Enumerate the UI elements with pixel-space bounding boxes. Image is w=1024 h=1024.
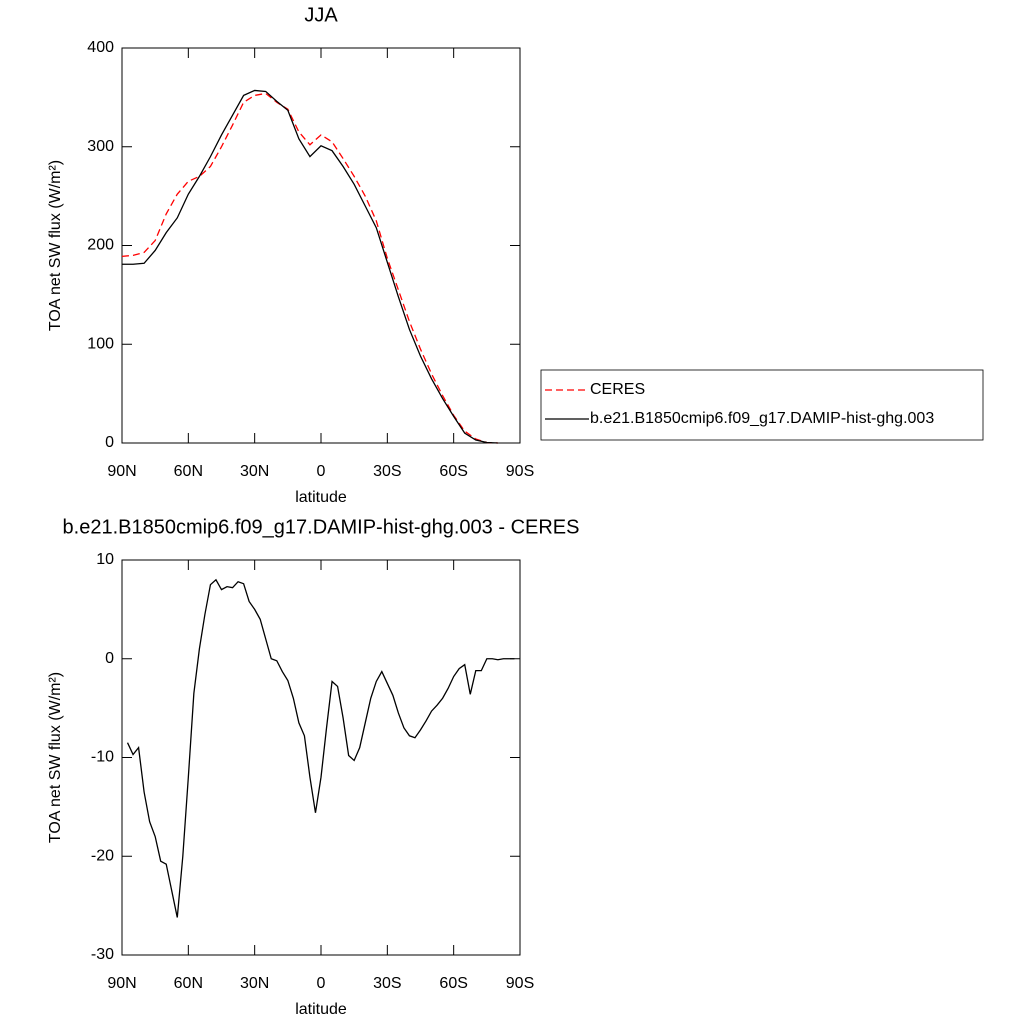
x-tick-label: 0 [317,975,326,992]
x-tick-label: 90N [107,463,136,480]
legend-label: CERES [590,381,645,398]
x-tick-label: 60S [439,463,467,480]
y-tick-label: 10 [96,551,114,568]
y-axis-label: TOA net SW flux (W/m²) [47,160,64,331]
y-tick-label: -20 [91,847,114,864]
x-tick-label: 90S [506,975,534,992]
plot-frame [121,47,521,444]
x-tick-label: 30N [240,975,269,992]
legend-label: b.e21.B1850cmip6.f09_g17.DAMIP-hist-ghg.… [590,410,934,427]
y-tick-label: 400 [87,39,114,56]
data-line [121,92,498,444]
legend-box [540,369,984,441]
plot-frame [121,559,521,956]
x-tick-label: 30S [373,975,401,992]
y-tick-label: 300 [87,138,114,155]
y-tick-label: -10 [91,749,114,766]
x-tick-label: 0 [317,463,326,480]
y-tick-label: 0 [105,650,114,667]
y-tick-label: 200 [87,237,114,254]
x-tick-label: 90S [506,463,534,480]
x-tick-label: 30N [240,463,269,480]
x-tick-label: 90N [107,975,136,992]
x-tick-label: 60N [174,975,203,992]
chart-title: b.e21.B1850cmip6.f09_g17.DAMIP-hist-ghg.… [63,516,580,538]
y-axis-label: TOA net SW flux (W/m²) [47,672,64,843]
y-tick-label: -30 [91,946,114,963]
y-tick-label: 100 [87,335,114,352]
x-tick-label: 30S [373,463,401,480]
y-tick-label: 0 [105,434,114,451]
x-axis-label: latitude [295,1001,347,1018]
x-axis-label: latitude [295,489,347,506]
chart-title: JJA [304,4,338,26]
x-tick-label: 60N [174,463,203,480]
data-line [126,578,515,918]
x-tick-label: 60S [439,975,467,992]
data-line [122,89,498,444]
